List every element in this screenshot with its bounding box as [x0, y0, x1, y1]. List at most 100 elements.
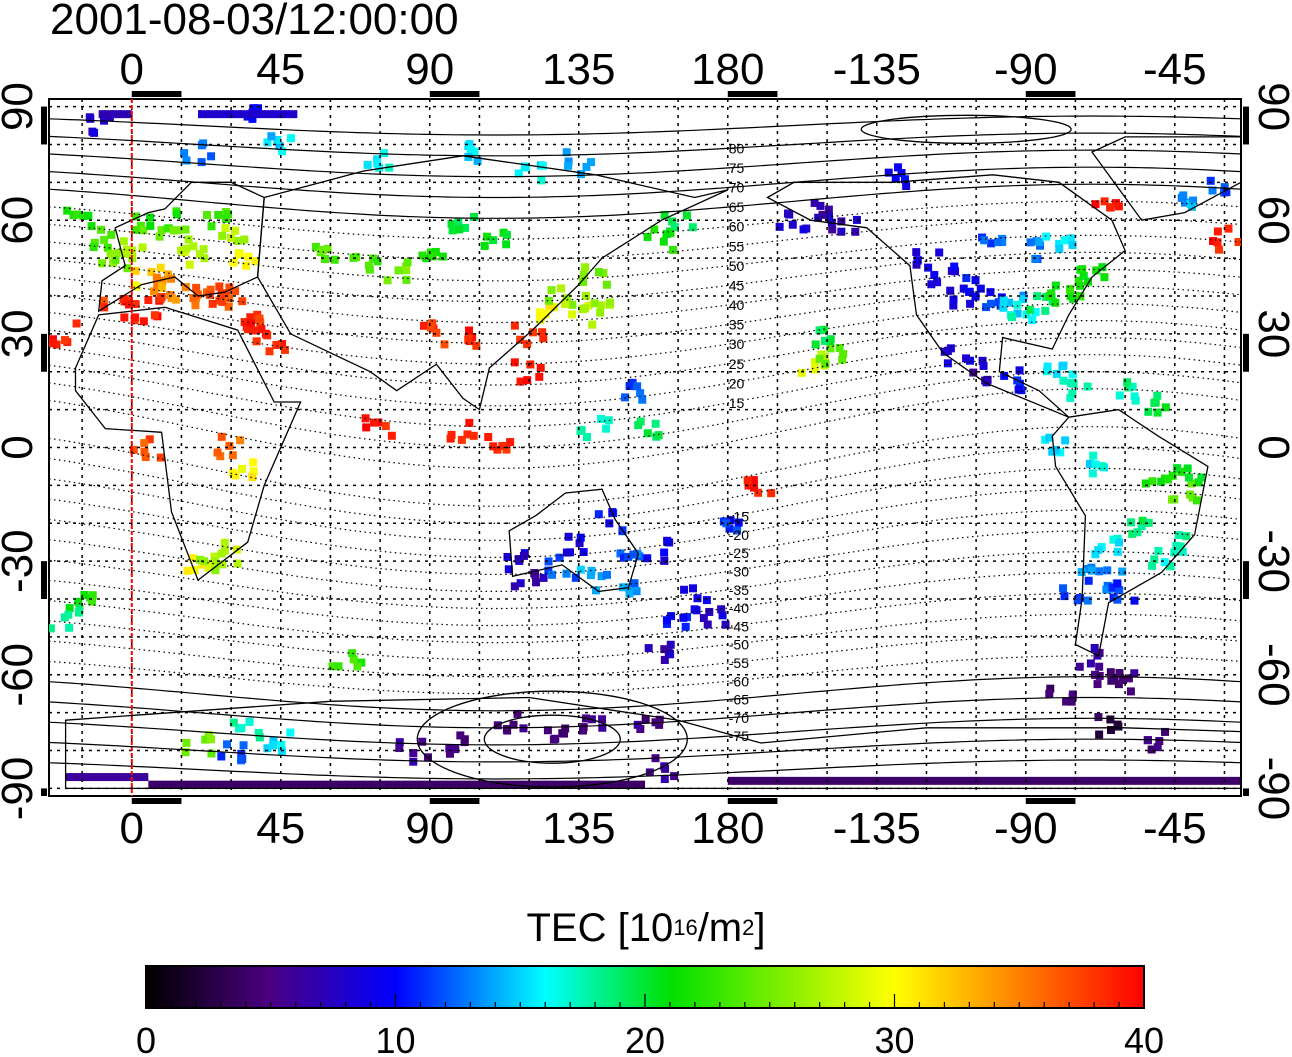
tec-cell	[1124, 383, 1133, 392]
tec-cell	[460, 735, 469, 744]
tec-cell	[1077, 568, 1086, 577]
tec-cell	[721, 620, 730, 629]
tec-band	[65, 773, 149, 782]
tec-cell	[1147, 745, 1156, 754]
tec-cell	[1045, 433, 1054, 442]
contour-label: -60	[729, 673, 749, 689]
tec-cell	[1131, 396, 1140, 405]
contour-line	[49, 717, 1241, 746]
tec-cell	[248, 114, 257, 123]
contour-label: -65	[729, 692, 749, 708]
tec-cell	[1128, 382, 1137, 391]
tec-cell	[597, 572, 606, 581]
tec-cell	[1095, 730, 1104, 739]
tec-cell	[480, 241, 489, 250]
tec-cell	[1213, 238, 1222, 247]
coastline-greenland	[1091, 136, 1241, 221]
tec-cell	[519, 551, 528, 560]
tec-cell	[543, 726, 552, 735]
tec-cell	[971, 292, 980, 301]
tec-cell	[816, 201, 825, 210]
tec-cell	[946, 344, 955, 353]
contour-label: -20	[729, 527, 749, 543]
x-axis-bottom-labels: 0 45 90 135 180 -135 -90 -45	[120, 804, 1207, 853]
tec-cell	[438, 252, 447, 261]
tec-cell	[1067, 697, 1076, 706]
y-tick-label-left: -30	[0, 529, 42, 593]
tec-cell	[1126, 687, 1135, 696]
tec-cell	[662, 616, 671, 625]
tec-cell	[606, 298, 615, 307]
tec-cell	[810, 365, 819, 374]
tec-cell	[1092, 266, 1101, 275]
tec-cell	[825, 337, 834, 346]
tec-cell	[580, 304, 589, 313]
tec-cell	[548, 570, 557, 579]
tec-cell	[192, 283, 201, 292]
tec-cell	[541, 309, 550, 318]
tec-cell	[52, 340, 61, 349]
tec-cell	[169, 226, 178, 235]
contour-line	[49, 676, 1241, 712]
tec-cell	[131, 300, 140, 309]
tec-cell	[1055, 244, 1064, 253]
tec-cell	[576, 565, 585, 574]
tec-cell	[277, 740, 286, 749]
tec-cell	[171, 295, 180, 304]
tec-cell	[211, 566, 220, 575]
tec-cell	[157, 282, 166, 291]
tec-cell	[426, 323, 435, 332]
tec-cell	[602, 570, 611, 579]
tec-cell	[1051, 298, 1060, 307]
tec-cell	[638, 395, 647, 404]
tec-cell	[726, 516, 735, 525]
tec-cell	[811, 358, 820, 367]
tec-cell	[820, 336, 829, 345]
tec-cell	[122, 245, 131, 254]
x-tick-label-top: 0	[120, 45, 144, 94]
tec-cell	[1153, 408, 1162, 417]
tec-cell	[537, 312, 546, 321]
tec-cell	[158, 276, 167, 285]
tec-cell	[1041, 435, 1050, 444]
tec-cell	[146, 221, 155, 230]
x-tick-label-top: 180	[691, 45, 764, 94]
tec-cell	[1119, 676, 1128, 685]
tec-cell	[946, 286, 955, 295]
tec-band	[98, 110, 132, 119]
tec-cell	[516, 335, 525, 344]
y-tick-label-right: -90	[1249, 757, 1292, 821]
tec-cell	[1069, 294, 1078, 303]
tec-cell	[1089, 451, 1098, 460]
tec-cell	[349, 655, 358, 664]
tec-cell	[141, 453, 150, 462]
tec-cell	[1172, 541, 1181, 550]
tec-cell	[660, 645, 669, 654]
tec-cell	[1033, 292, 1042, 301]
tec-cell	[810, 198, 819, 207]
tec-cell	[465, 418, 474, 427]
tec-cell	[825, 212, 834, 221]
contour-line	[49, 251, 1241, 303]
tec-cell	[754, 488, 763, 497]
tec-cell	[564, 157, 573, 166]
tec-cell	[1148, 561, 1157, 570]
tec-cell	[750, 483, 759, 492]
x-tick-label-bottom: 180	[691, 804, 764, 853]
tec-cell	[588, 320, 597, 329]
tec-cell	[395, 744, 404, 753]
tec-cell	[278, 340, 287, 349]
tec-cell	[1208, 186, 1217, 195]
tec-cell	[1087, 566, 1096, 575]
tec-cell	[73, 210, 82, 219]
tec-cell	[1160, 558, 1169, 567]
contour-label: 55	[729, 238, 745, 254]
tec-cell	[510, 582, 519, 591]
tec-cell	[98, 259, 107, 268]
tec-cell	[536, 363, 545, 372]
contour-line	[49, 166, 1241, 199]
tec-cell	[1148, 477, 1157, 486]
tec-cell	[976, 284, 985, 293]
tec-cell	[551, 734, 560, 743]
tec-cell	[1031, 308, 1040, 317]
